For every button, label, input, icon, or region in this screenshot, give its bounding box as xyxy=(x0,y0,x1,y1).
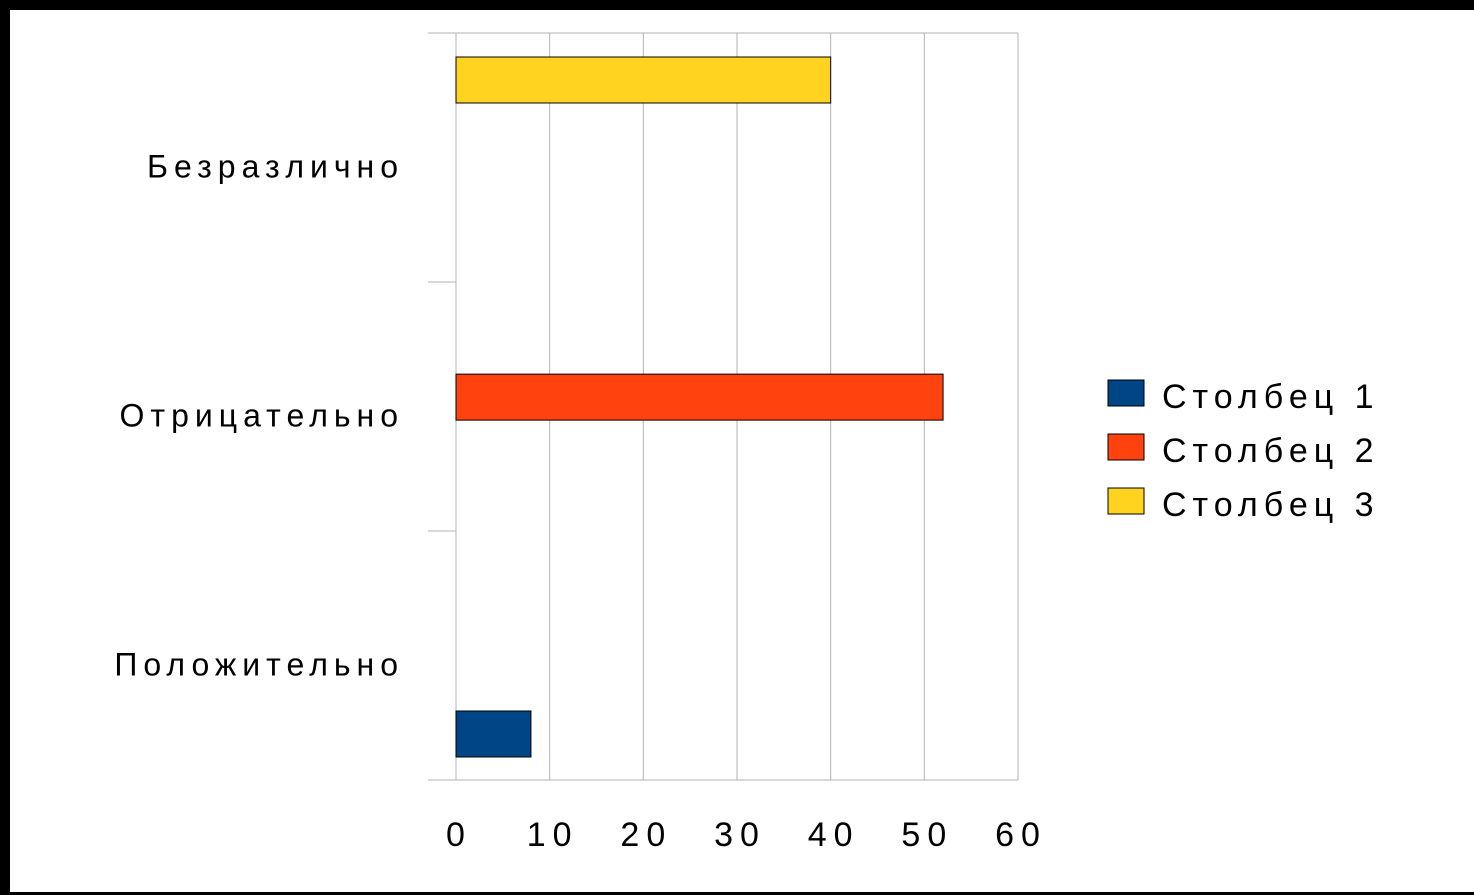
category-label: Безразлично xyxy=(147,148,404,184)
bar-1 xyxy=(455,710,532,758)
chart-background xyxy=(10,10,1474,892)
category-labels: Положительно Отрицательно Безразлично xyxy=(114,148,404,682)
legend-label: Столбец 3 xyxy=(1162,486,1380,524)
category-label: Отрицательно xyxy=(120,397,404,433)
legend-swatch xyxy=(1107,379,1145,407)
x-axis-tick-labels: 0 10 20 30 40 50 60 xyxy=(446,816,1047,854)
category-tick-marks xyxy=(428,32,1018,781)
x-tick-label: 50 xyxy=(901,816,953,854)
legend: Столбец 1 Столбец 2 Столбец 3 xyxy=(1107,378,1380,524)
legend-swatch xyxy=(1107,433,1145,461)
category-label: Положительно xyxy=(114,646,404,682)
x-tick-label: 10 xyxy=(527,816,579,854)
bars xyxy=(455,56,944,758)
x-tick-label: 20 xyxy=(620,816,672,854)
legend-label: Столбец 1 xyxy=(1162,378,1380,416)
legend-swatch xyxy=(1107,487,1145,515)
bar-2 xyxy=(455,373,944,421)
legend-label: Столбец 2 xyxy=(1162,432,1380,470)
x-tick-label: 30 xyxy=(714,816,766,854)
x-tick-label: 40 xyxy=(808,816,860,854)
x-tick-label: 60 xyxy=(995,816,1047,854)
bar-3 xyxy=(455,56,832,104)
x-tick-label: 0 xyxy=(446,816,472,854)
